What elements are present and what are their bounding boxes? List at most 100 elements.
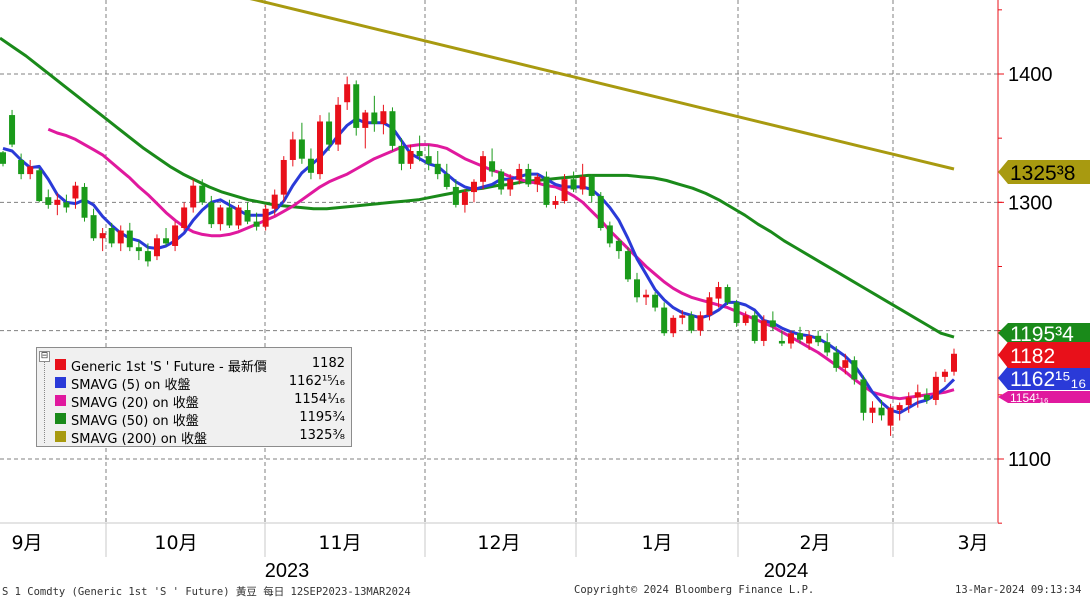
candle-body [561,179,568,202]
last-value-tag-1 [998,323,1090,343]
candle-body [172,225,179,246]
last-value-tag-4 [998,391,1090,403]
candle-body [389,111,396,146]
last-value-label-1: 1195³4 [1010,323,1074,346]
candle-body [45,197,52,205]
candle-body [570,179,577,190]
candle-body [217,207,224,225]
candle-body [507,179,514,190]
last-value-label-0: 1325³8 [1010,162,1075,185]
candle-body [362,112,369,128]
candle-body [951,353,957,372]
candle-body [18,159,25,175]
candle-body [380,111,387,125]
last-value-label-3: 1162¹⁵₁₆ [1010,368,1086,391]
x-month-label-5: 2月 [799,532,830,554]
legend-value-sma5: 1162¹⁵⁄₁₆ [288,374,345,389]
legend-item-price: Generic 1st 'S ' Future - 最新價 1182 [55,356,347,375]
x-month-label-0: 9月 [11,532,42,554]
candle-body [470,181,477,193]
x-month-label-3: 12月 [477,532,520,554]
candle-body [135,247,142,252]
legend-swatch-sma50 [55,413,66,424]
candle-body [887,407,894,426]
last-value-tag-0 [998,160,1090,184]
candle-body [552,201,559,205]
candle-body [597,195,604,228]
candle-body [797,333,804,340]
candle-body [525,168,532,185]
candle-body [661,307,668,334]
candle-body [733,302,740,323]
candle-body [208,202,215,225]
candle-body [851,360,858,380]
legend-tree-line [44,361,46,443]
x-year-label-1: 2024 [764,560,809,582]
candle-body [226,207,233,226]
candle-body [117,230,124,244]
candle-body [0,152,6,164]
candle-body [534,176,541,185]
candle-body [253,221,260,227]
candle-body [144,251,151,262]
candle-body [634,279,640,298]
candle-body [896,405,903,411]
candle-body [326,121,333,145]
candle-body [914,392,921,398]
candle-body [416,151,423,157]
x-month-label-2: 11月 [318,532,361,554]
candle-body [36,170,43,202]
candle-body [54,199,61,205]
candle-body [769,320,776,327]
candle-body [824,342,831,353]
footer-ticker-info: S 1 Comdty (Generic 1st 'S ' Future) 黃豆 … [2,586,411,598]
candle-body [697,315,704,331]
candle-body [606,225,613,244]
candle-body [280,159,287,195]
legend-value-sma200: 1325³⁄₈ [299,428,345,443]
candle-body [199,185,206,203]
candle-body [344,84,351,103]
candle-body [615,240,622,252]
legend-swatch-sma5 [55,377,66,388]
ma-line-0 [2,117,956,415]
candle-body [742,315,749,323]
candle-body [353,84,360,128]
legend-label-sma200: SMAVG (200) on 收盤 [71,432,208,447]
legend-item-sma5: SMAVG (5) on 收盤 1162¹⁵⁄₁₆ [55,374,347,393]
x-month-label-1: 10月 [154,532,197,554]
candle-body [9,115,16,145]
candle-body [706,297,713,316]
x-month-label-6: 3月 [957,532,988,554]
candle-body [715,287,722,299]
legend-label-sma50: SMAVG (50) on 收盤 [71,414,199,429]
candle-body [842,360,849,368]
candle-body [27,166,34,175]
candle-body [72,185,79,199]
y-tick-label-0: 1100 [1008,449,1051,471]
candle-body [407,151,414,164]
candle-body [688,315,695,331]
candle-body [398,145,405,164]
candle-body [670,317,677,334]
candle-body [425,156,432,164]
candle-body [869,407,876,413]
last-value-tag-3 [998,366,1090,390]
candle-body [833,352,840,368]
candle-body [905,397,912,406]
candle-body [289,139,296,160]
x-month-label-4: 1月 [641,532,672,554]
candle-body [724,287,731,303]
candle-body [262,208,269,227]
candle-body [652,294,659,308]
footer-timestamp: 13-Mar-2024 09:13:34 [955,584,1082,596]
candle-body [860,379,867,413]
candle-body [443,174,450,187]
candle-body [163,238,170,244]
candle-body [516,168,523,180]
candle-body [298,139,305,159]
ma-line-3 [249,0,955,171]
x-year-label-0: 2023 [265,560,310,582]
candle-body [307,158,314,173]
